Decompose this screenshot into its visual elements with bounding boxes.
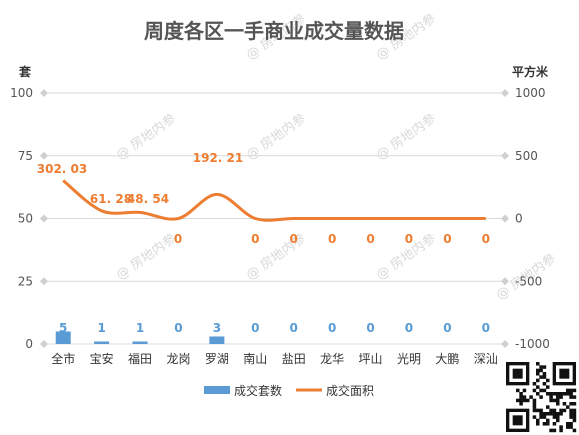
line-data-label: 302. 03 (37, 162, 87, 176)
category-labels: 全市 宝安 福田 龙岗 罗湖 南山 盐田 龙华 坪山 光明 大鹏 深汕 (51, 351, 498, 366)
line-data-label: 0 (328, 232, 336, 246)
right-tick-marker (501, 89, 509, 97)
left-tick-marker (40, 151, 48, 160)
bar-data-label: 0 (443, 321, 451, 335)
category-label: 龙岗 (166, 352, 190, 366)
bar-data-label: 1 (136, 321, 144, 335)
line-data-label: 0 (443, 232, 451, 246)
line-data-label: 61. 28 (90, 192, 132, 206)
category-label: 南山 (243, 351, 267, 366)
bar-series (55, 331, 225, 344)
left-tick-label: 0 (25, 337, 33, 351)
legend-line-label: 成交面积 (326, 383, 374, 398)
bar-data-label: 0 (251, 321, 259, 335)
category-label: 大鹏 (435, 352, 459, 366)
category-label: 龙华 (320, 352, 344, 366)
qr-code (506, 362, 577, 433)
category-label: 坪山 (359, 352, 383, 366)
line-data-label: 0 (251, 232, 259, 246)
line-data-label: 0 (290, 232, 298, 246)
right-tick-marker (501, 277, 509, 286)
line-data-label: 0 (174, 232, 182, 246)
left-tick-marker (40, 214, 48, 223)
left-tick-label: 25 (18, 274, 33, 288)
watermarks: @ 房地内参 @ 房地内参@ 房地内参 @ 房地内参 @ 房地内参@ 房地内参 @ 房地… (113, 11, 559, 304)
chart-title: 周度各区一手商业成交量数据 (144, 19, 404, 43)
line-series (62, 179, 486, 222)
left-axis-label: 套 (18, 64, 32, 79)
bar (132, 341, 148, 344)
bar (55, 331, 71, 344)
line-data-label: 48. 54 (127, 192, 169, 206)
category-label: 宝安 (90, 351, 114, 366)
right-tick-marker (501, 340, 509, 348)
right-tick-label: -500 (515, 274, 542, 288)
bar-data-label: 0 (328, 321, 336, 335)
bar-data-label: 0 (482, 321, 490, 335)
line-data-label: 0 (366, 232, 374, 246)
bar-data-label: 0 (174, 321, 182, 335)
area-line (62, 179, 486, 222)
bar-data-label: 1 (97, 321, 105, 335)
bar-data-label: 0 (405, 321, 413, 335)
category-label: 罗湖 (205, 351, 229, 366)
bar-data-label: 5 (59, 321, 67, 335)
category-label: 盐田 (282, 352, 306, 366)
bar (209, 336, 225, 344)
bar-data-labels: 5 1 1 0 3 0 0 0 0 0 0 0 (59, 321, 490, 335)
left-tick-label: 50 (18, 212, 33, 226)
right-tick-label: 0 (515, 212, 523, 226)
left-tick-label: 100 (10, 86, 33, 100)
category-label: 深汕 (474, 352, 498, 366)
right-tick-marker (501, 151, 509, 160)
bar (94, 341, 110, 344)
left-tick-marker (40, 89, 48, 97)
right-tick-label: 1000 (515, 86, 546, 100)
bar-data-label: 3 (213, 321, 221, 335)
left-tick-label: 75 (18, 149, 33, 163)
legend-bar-swatch (204, 386, 230, 394)
category-label: 全市 (51, 351, 75, 366)
right-axis-ticks: -1000 -500 0 500 1000 (515, 86, 550, 351)
legend: 成交套数 成交面积 (204, 383, 374, 398)
left-tick-marker (40, 277, 48, 286)
watermark: @ 房地内参 (113, 231, 179, 284)
right-tick-label: 500 (515, 149, 538, 163)
line-data-label: 0 (405, 232, 413, 246)
left-axis-ticks: 0 25 50 75 100 (10, 86, 33, 351)
right-axis-label: 平方米 (512, 64, 549, 79)
right-tick-marker (501, 214, 509, 223)
line-data-label: 0 (482, 232, 490, 246)
bar-data-label: 0 (290, 321, 298, 335)
left-tick-marker (40, 340, 48, 348)
line-data-label: 192. 21 (193, 151, 243, 165)
category-label: 光明 (397, 352, 421, 366)
category-label: 福田 (128, 351, 152, 366)
bar-data-label: 0 (366, 321, 374, 335)
right-tick-label: -1000 (515, 337, 550, 351)
legend-bar-label: 成交套数 (234, 383, 282, 398)
